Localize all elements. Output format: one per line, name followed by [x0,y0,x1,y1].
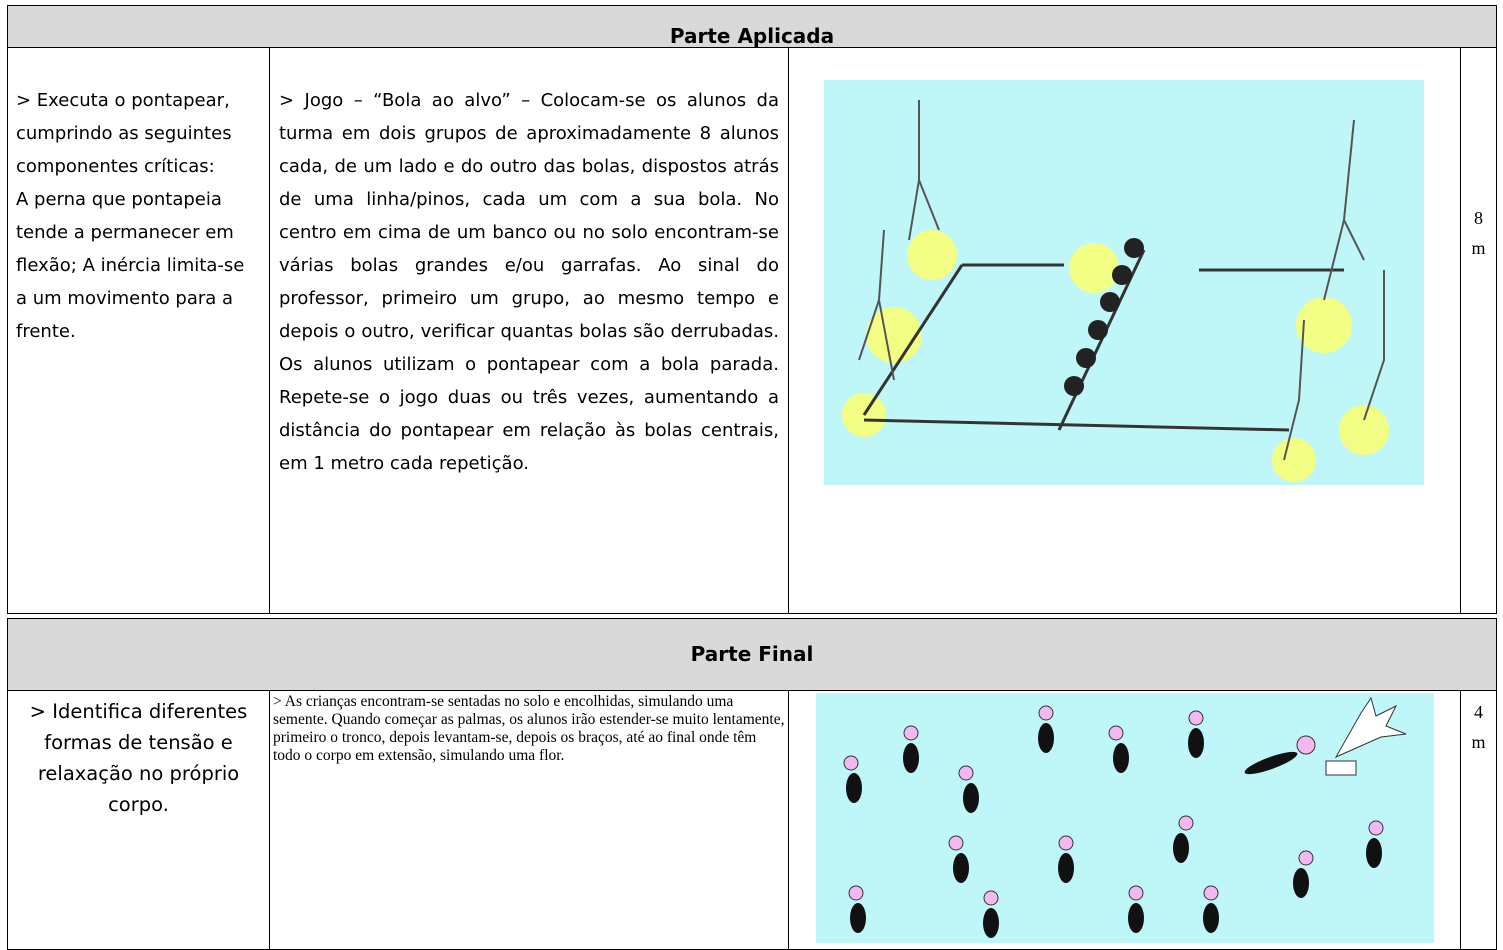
section-header: Parte Final [7,618,1497,691]
description-cell: > Jogo – “Bola ao alvo” – Colocam-se os … [269,47,789,614]
time-cell: 8 m [1460,47,1497,614]
section-title: Parte Final [690,642,814,666]
time-cell: 4 m [1460,690,1497,950]
description-cell: > As crianças encontram-se sentadas no s… [269,690,789,950]
illustration [824,80,1424,485]
objectives-cell: > Identifica diferentes formas de tensão… [7,690,270,950]
section-title: Parte Aplicada [669,24,835,48]
illustration [816,693,1434,943]
image-cell [788,690,1461,950]
section-header: Parte Aplicada [7,5,1497,48]
objective: > Identifica diferentes formas de tensão… [29,700,248,816]
image-cell [788,47,1461,614]
objectives-cell: > Executa o pontapear, cumprindo as segu… [7,47,270,614]
objective: > Executa o pontapear, cumprindo as segu… [16,90,232,177]
objective: A perna que pontapeia tende a permanecer… [16,189,245,342]
